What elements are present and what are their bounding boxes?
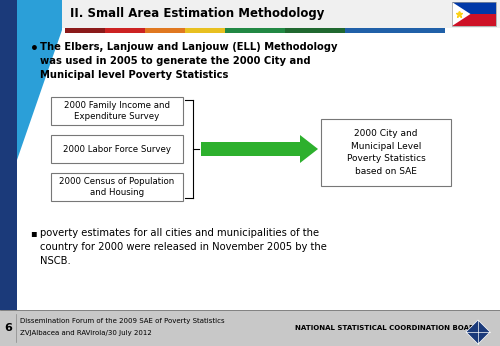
Text: 2000 City and
Municipal Level
Poverty Statistics
based on SAE: 2000 City and Municipal Level Poverty St…	[346, 129, 426, 176]
Bar	[105, 28, 145, 33]
Bar	[225, 28, 285, 33]
Text: The Elbers, Lanjouw and Lanjouw (ELL) Methodology
was used in 2005 to generate t: The Elbers, Lanjouw and Lanjouw (ELL) Me…	[40, 42, 338, 80]
Text: ZVJAlbacea and RAVirola/30 July 2012: ZVJAlbacea and RAVirola/30 July 2012	[20, 330, 152, 336]
Text: ▪: ▪	[30, 228, 36, 238]
Text: 2000 Labor Force Survey: 2000 Labor Force Survey	[63, 145, 171, 154]
Bar	[452, 2, 496, 14]
Polygon shape	[466, 320, 490, 344]
Text: NATIONAL STATISTICAL COORDINATION BOARD: NATIONAL STATISTICAL COORDINATION BOARD	[295, 325, 480, 331]
Bar	[185, 28, 225, 33]
Polygon shape	[452, 2, 470, 26]
Bar	[17, 0, 500, 28]
Bar	[285, 28, 345, 33]
Text: II. Small Area Estimation Methodology: II. Small Area Estimation Methodology	[70, 8, 324, 20]
Bar	[345, 28, 445, 33]
Bar	[145, 28, 185, 33]
Text: 6: 6	[4, 323, 12, 333]
Text: 2000 Census of Population
and Housing: 2000 Census of Population and Housing	[60, 176, 174, 198]
Bar	[0, 310, 500, 346]
Text: Dissemination Forum of the 2009 SAE of Poverty Statistics: Dissemination Forum of the 2009 SAE of P…	[20, 318, 225, 324]
FancyBboxPatch shape	[51, 97, 183, 125]
FancyBboxPatch shape	[321, 119, 451, 186]
Text: poverty estimates for all cities and municipalities of the
country for 2000 were: poverty estimates for all cities and mun…	[40, 228, 327, 266]
Text: •: •	[30, 42, 39, 56]
Bar	[452, 2, 496, 26]
Bar	[0, 0, 17, 346]
Polygon shape	[17, 0, 62, 160]
Polygon shape	[201, 135, 318, 163]
Bar	[65, 28, 105, 33]
FancyBboxPatch shape	[51, 135, 183, 163]
Bar	[17, 33, 500, 310]
FancyBboxPatch shape	[51, 173, 183, 201]
Bar	[452, 14, 496, 26]
Text: 2000 Family Income and
Expenditure Survey: 2000 Family Income and Expenditure Surve…	[64, 101, 170, 121]
